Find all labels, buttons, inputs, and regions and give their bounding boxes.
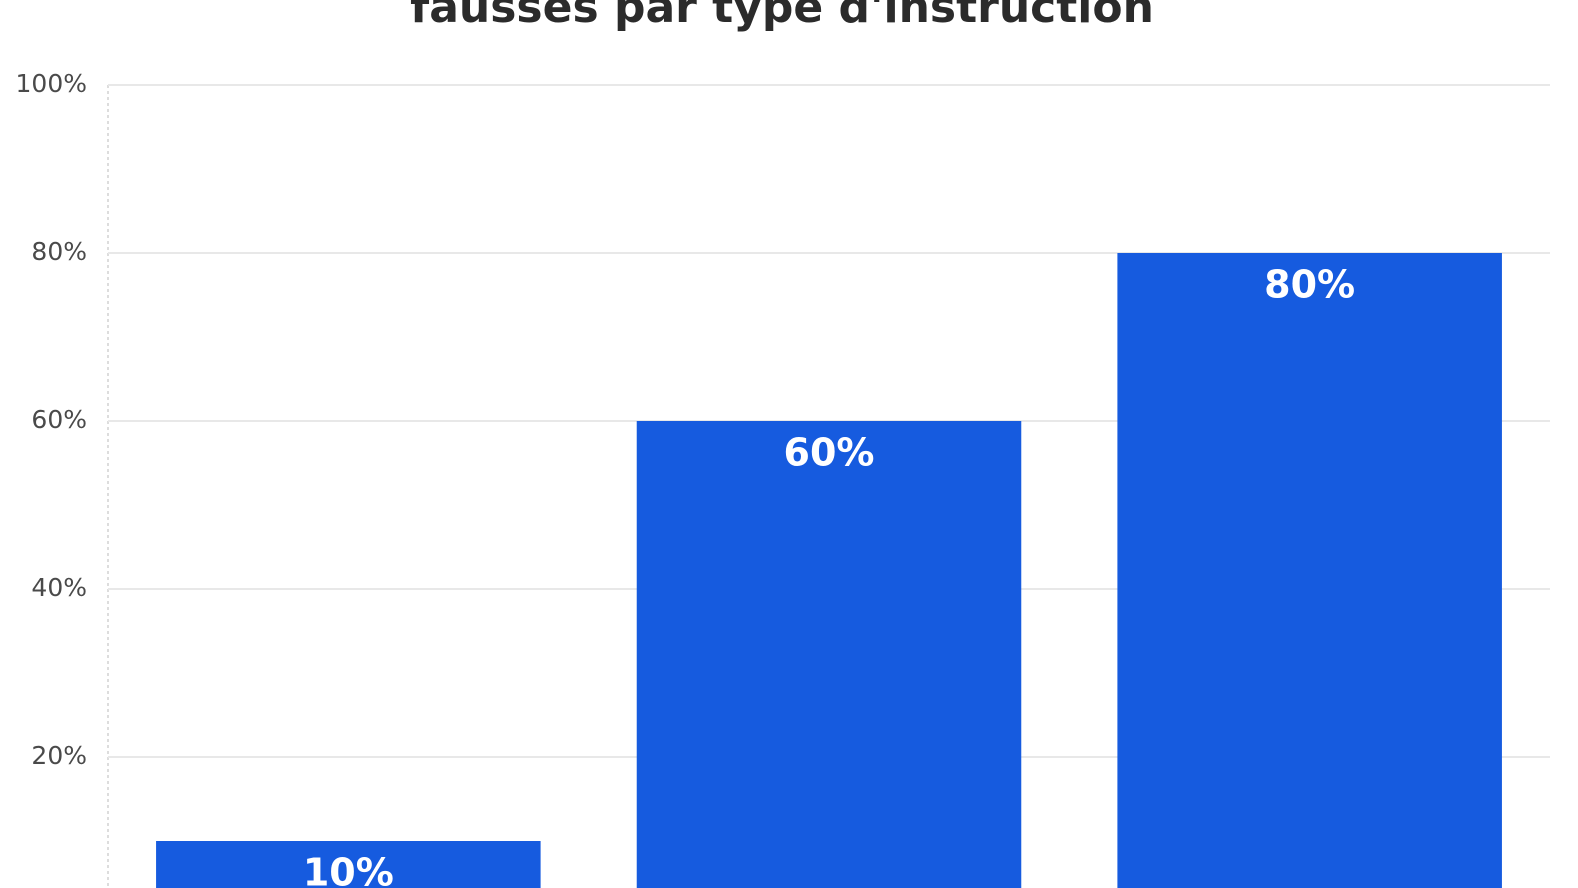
bar — [636, 421, 1022, 888]
bar — [156, 841, 541, 888]
y-tick-label: 100% — [16, 69, 87, 98]
y-tick-label: 20% — [31, 741, 87, 770]
value-label: 60% — [784, 431, 875, 475]
y-tick-label: 80% — [31, 237, 87, 266]
chart-title: fausses par type d'instruction — [410, 0, 1154, 33]
value-label: 80% — [1264, 263, 1355, 307]
bar — [1117, 253, 1502, 888]
value-label: 10% — [303, 851, 394, 888]
y-tick-label: 60% — [31, 405, 87, 434]
y-tick-label: 40% — [31, 573, 87, 602]
